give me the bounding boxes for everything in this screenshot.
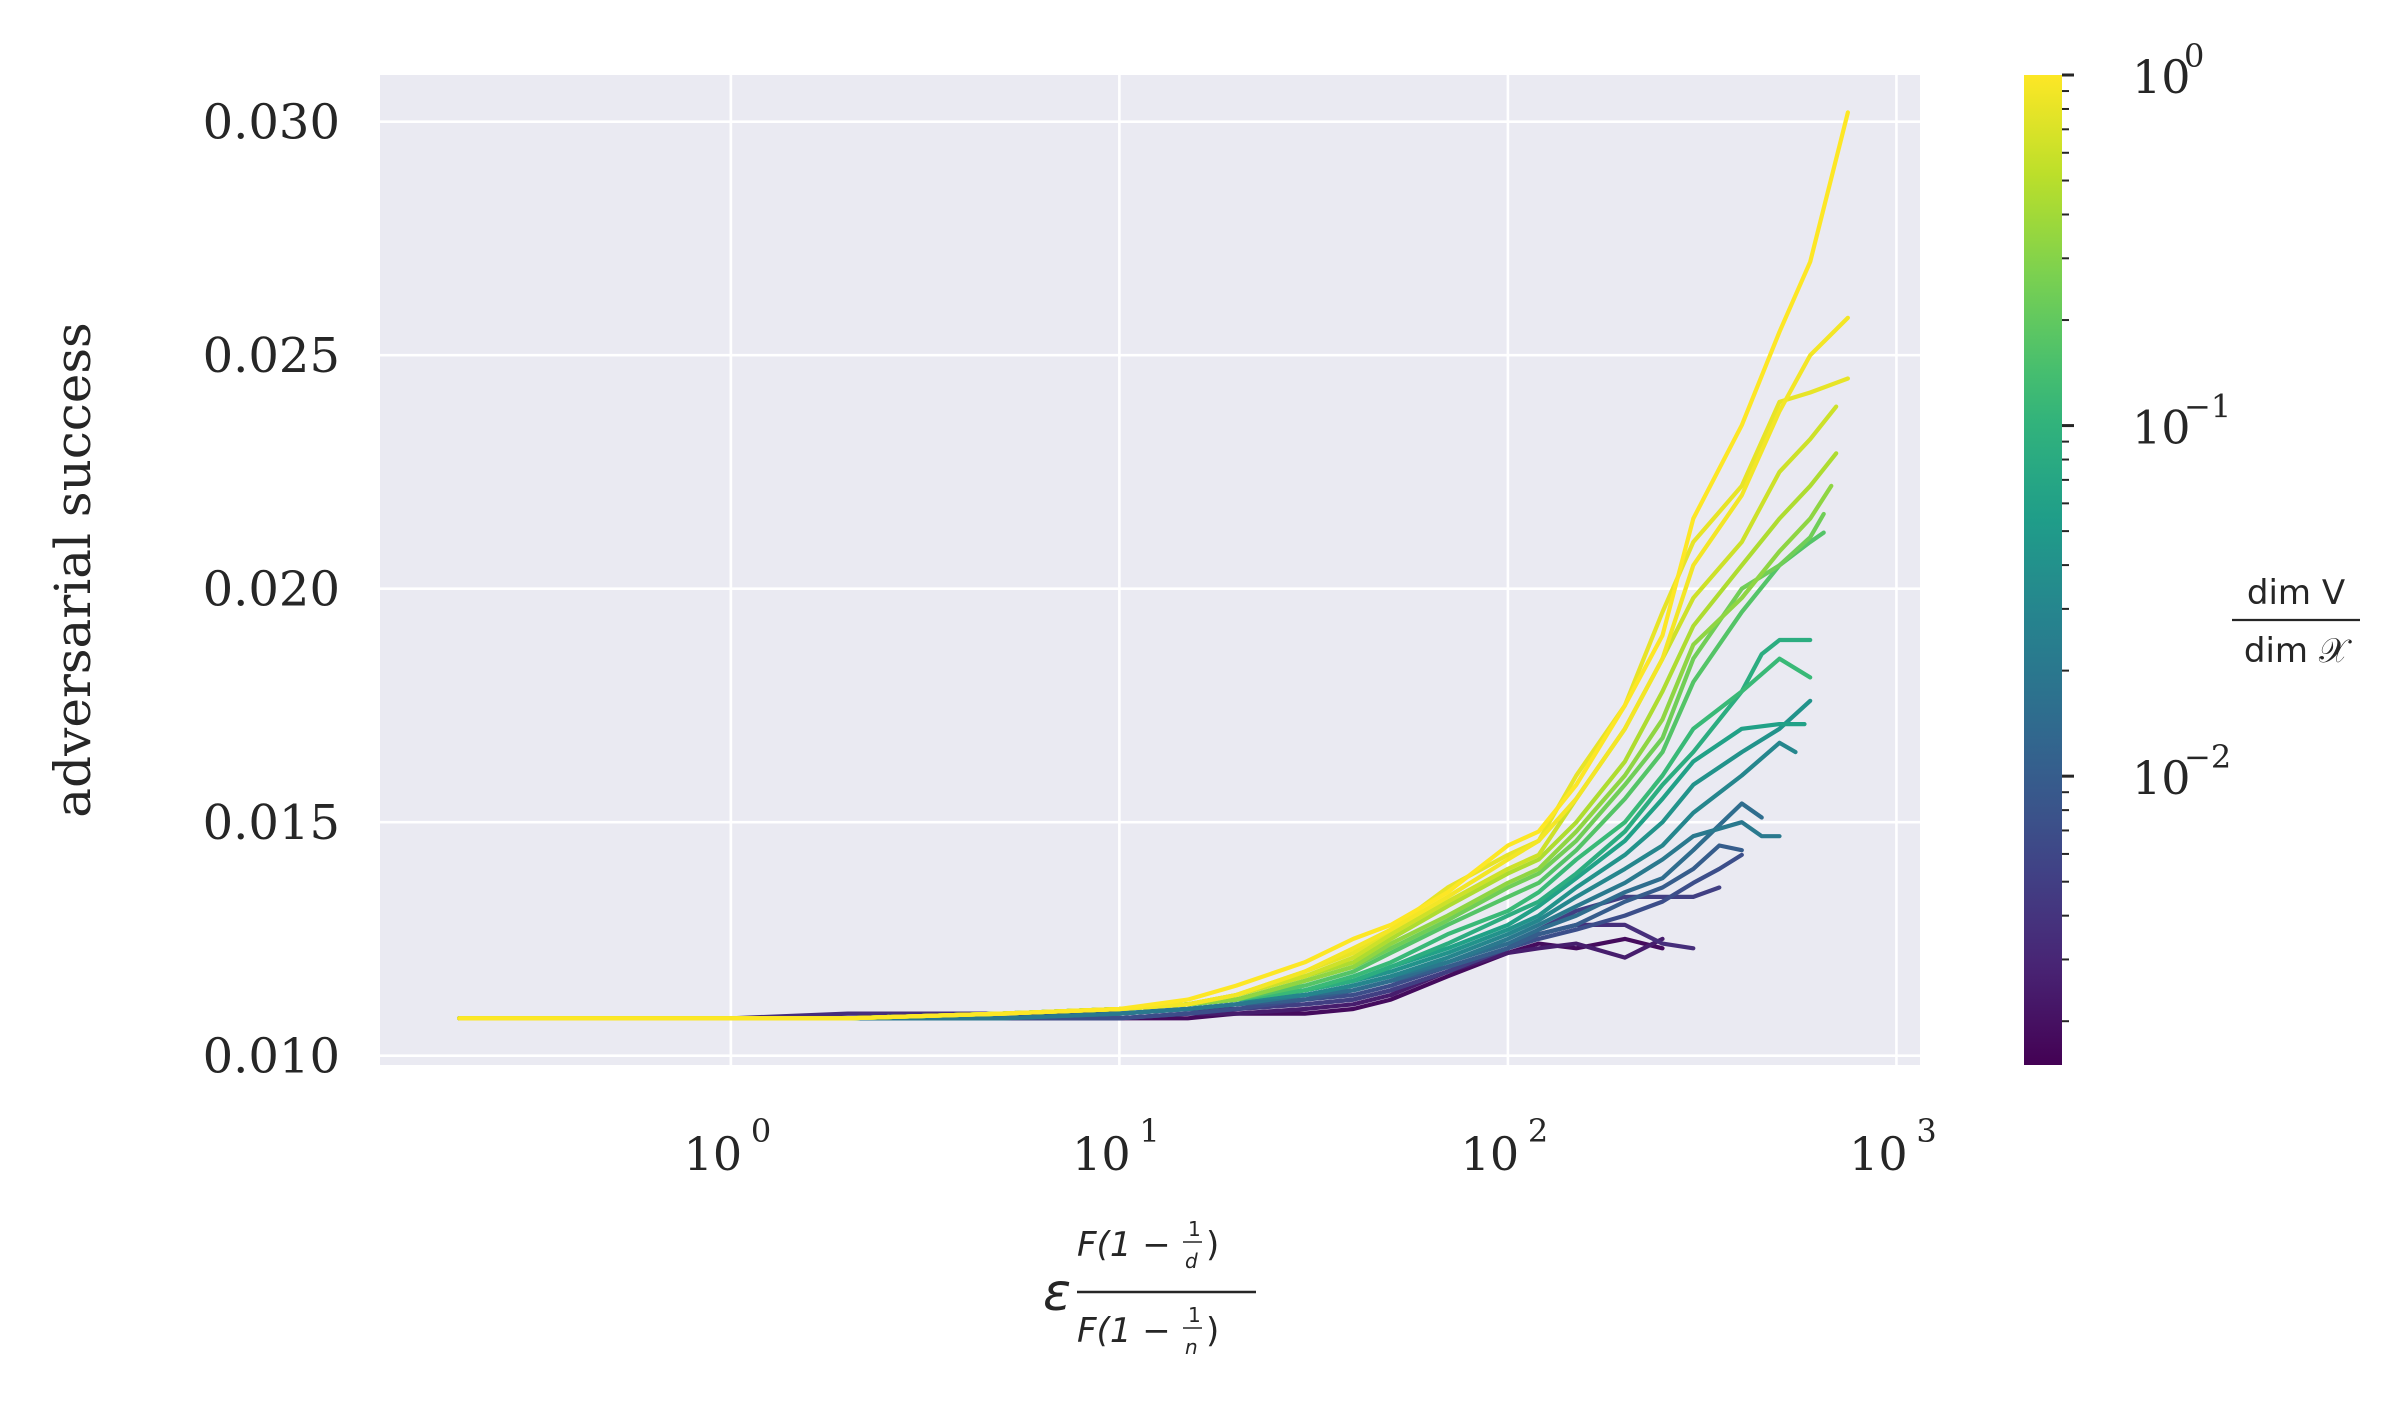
svg-text:1: 1 — [1188, 1217, 1201, 1241]
colorbar-tick-label: 100 — [2132, 37, 2204, 104]
svg-text:ε: ε — [1043, 1263, 1071, 1323]
svg-text:0: 0 — [751, 1112, 771, 1150]
svg-text:n: n — [1185, 1335, 1198, 1359]
x-axis-label: ε F(1 − 1 d ) F(1 − 1 n ) — [1043, 1217, 1256, 1359]
x-tick-label: 10 1 — [1072, 1112, 1160, 1181]
svg-text:1: 1 — [1188, 1303, 1201, 1327]
svg-text:10: 10 — [1461, 1127, 1520, 1181]
svg-text:−1: −1 — [2184, 388, 2231, 426]
colorbar-label: dim V dim 𝒳 — [2232, 573, 2360, 671]
series-line — [457, 110, 1851, 1021]
svg-text:0: 0 — [2184, 37, 2204, 75]
y-tick-label: 0.025 — [203, 328, 340, 384]
svg-text:F(1 −: F(1 − — [1077, 1311, 1171, 1351]
y-tick-label: 0.020 — [203, 562, 340, 618]
colorbar-tick-label: 10−2 — [2132, 738, 2231, 805]
svg-text:): ) — [1206, 1311, 1219, 1351]
svg-text:10: 10 — [2132, 751, 2191, 805]
svg-text:): ) — [1206, 1225, 1219, 1265]
svg-text:−2: −2 — [2184, 738, 2231, 776]
colorbar-tick-label: 10−1 — [2132, 388, 2231, 455]
colorbar — [2024, 75, 2062, 1065]
grid — [380, 75, 1920, 1065]
y-tick-label: 0.010 — [203, 1029, 340, 1085]
y-axis-label: adversarial success — [44, 322, 102, 817]
x-tick-label: 10 2 — [1461, 1112, 1549, 1181]
y-tick-label: 0.030 — [203, 95, 340, 151]
svg-text:10: 10 — [2132, 401, 2191, 455]
svg-text:dim V: dim V — [2247, 573, 2345, 613]
svg-text:10: 10 — [684, 1127, 743, 1181]
svg-text:F(1 −: F(1 − — [1077, 1225, 1171, 1265]
x-tick-label: 10 0 — [684, 1112, 772, 1181]
svg-text:10: 10 — [2132, 50, 2191, 104]
series-lines — [457, 110, 1851, 1021]
svg-text:10: 10 — [1849, 1127, 1908, 1181]
svg-text:10: 10 — [1072, 1127, 1131, 1181]
y-tick-labels: 0.010 0.015 0.020 0.025 0.030 — [203, 95, 340, 1085]
y-tick-label: 0.015 — [203, 795, 340, 851]
x-tick-labels: 10 0 10 1 10 2 10 3 — [684, 1112, 1937, 1181]
svg-text:3: 3 — [1916, 1112, 1936, 1150]
plot-background — [380, 75, 1920, 1065]
svg-text:dim 𝒳: dim 𝒳 — [2244, 631, 2352, 671]
svg-text:1: 1 — [1139, 1112, 1159, 1150]
x-tick-label: 10 3 — [1849, 1112, 1937, 1181]
svg-text:2: 2 — [1528, 1112, 1548, 1150]
svg-text:d: d — [1185, 1249, 1198, 1273]
